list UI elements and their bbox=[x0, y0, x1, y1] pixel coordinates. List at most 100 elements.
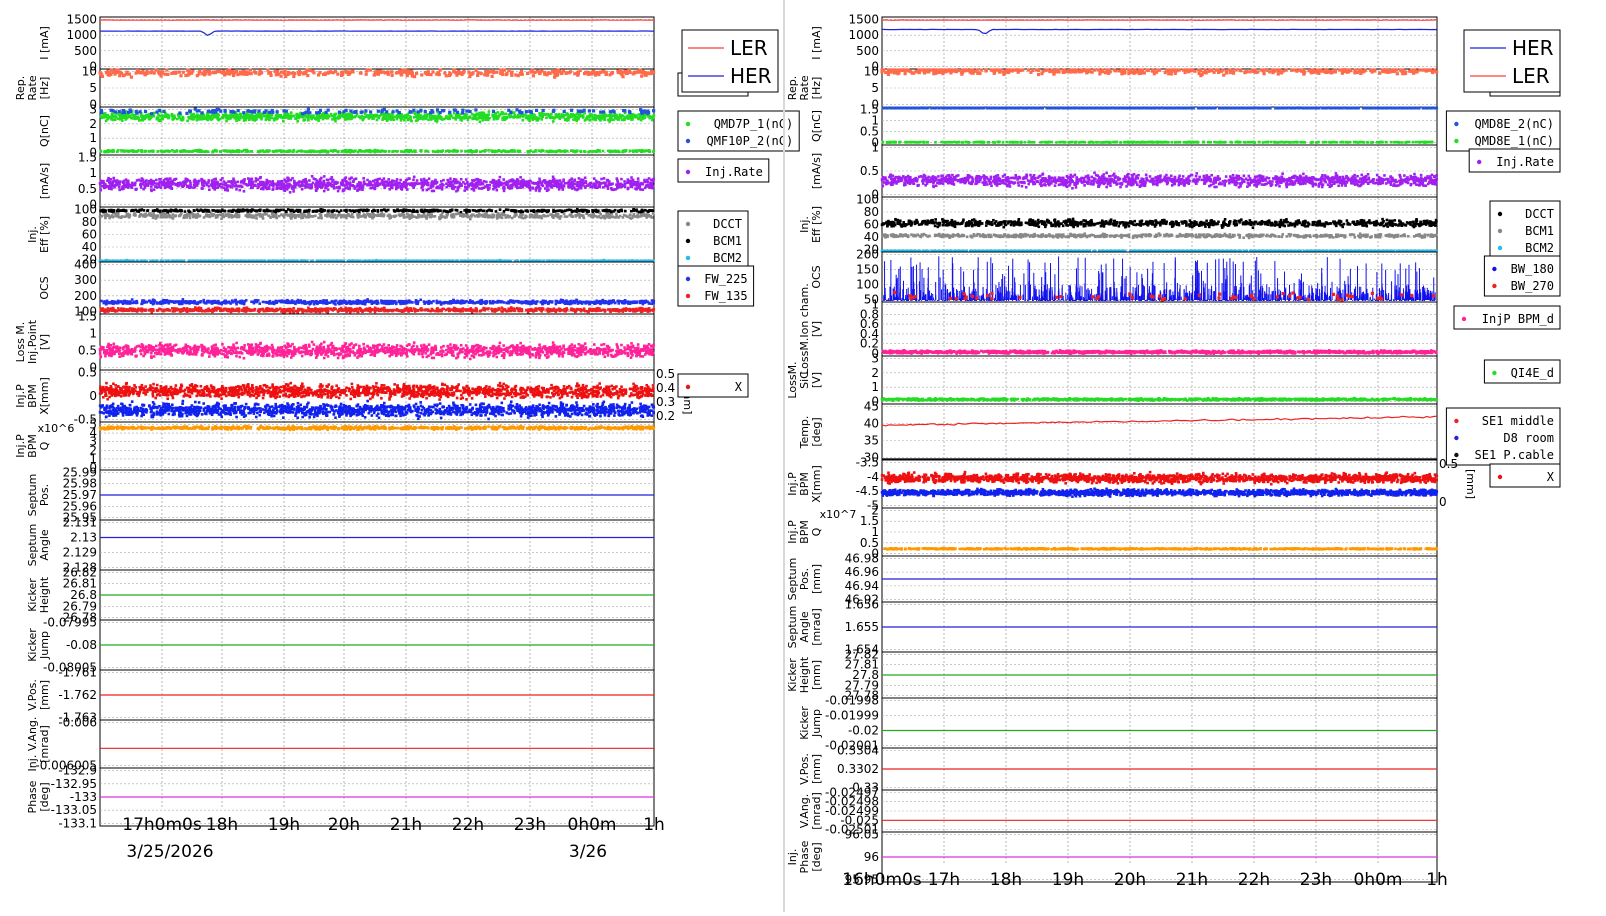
data-point bbox=[531, 186, 534, 189]
data-point bbox=[494, 150, 497, 153]
data-point bbox=[652, 179, 655, 182]
data-point bbox=[186, 120, 189, 123]
data-point bbox=[617, 183, 620, 186]
data-point bbox=[307, 108, 310, 111]
data-point bbox=[406, 188, 409, 191]
data-point bbox=[233, 185, 236, 188]
data-point bbox=[150, 112, 153, 115]
data-point bbox=[305, 185, 308, 188]
data-point bbox=[322, 184, 325, 187]
data-point bbox=[207, 150, 210, 153]
data-point bbox=[350, 115, 353, 118]
data-point bbox=[122, 187, 125, 190]
data-point bbox=[617, 150, 620, 153]
data-point bbox=[629, 71, 632, 74]
legend-marker bbox=[686, 122, 690, 126]
data-point bbox=[222, 183, 225, 186]
data-point bbox=[236, 185, 239, 188]
data-point bbox=[532, 151, 535, 154]
data-point bbox=[200, 118, 203, 121]
y-tick-label: 1 bbox=[89, 166, 97, 180]
data-point bbox=[406, 113, 409, 116]
data-point bbox=[342, 115, 345, 118]
data-point bbox=[400, 73, 403, 76]
data-point bbox=[242, 111, 245, 114]
data-point bbox=[166, 177, 169, 180]
data-point bbox=[646, 181, 649, 184]
data-point bbox=[423, 178, 426, 181]
data-point bbox=[535, 116, 538, 119]
data-point bbox=[322, 73, 325, 76]
data-point bbox=[166, 182, 169, 185]
data-point bbox=[123, 149, 126, 152]
subplot-3: 00.511.5[mA/s]Inj.Rate bbox=[38, 150, 769, 211]
data-point bbox=[380, 110, 383, 113]
data-point bbox=[290, 112, 293, 115]
data-point bbox=[285, 110, 288, 113]
data-point bbox=[483, 150, 486, 153]
data-point bbox=[474, 186, 477, 189]
data-point bbox=[333, 182, 336, 185]
data-point bbox=[468, 110, 471, 113]
data-point bbox=[257, 187, 260, 190]
data-point bbox=[237, 109, 240, 112]
data-point bbox=[327, 150, 330, 153]
data-point bbox=[108, 71, 111, 74]
subplot-1: 0510Rep.Rate[Hz]Ave. bbox=[14, 64, 748, 111]
data-point bbox=[149, 182, 152, 185]
data-point bbox=[593, 72, 596, 75]
data-point bbox=[342, 190, 345, 193]
data-point bbox=[586, 184, 589, 187]
data-point bbox=[283, 183, 286, 186]
data-point bbox=[259, 150, 262, 153]
data-point bbox=[488, 110, 491, 113]
data-point bbox=[596, 181, 599, 184]
data-point bbox=[448, 181, 451, 184]
data-point bbox=[104, 112, 107, 115]
subplot-2: 0123Q[nC]QMD7P_1(nC)QMF10P_2(nC) bbox=[38, 102, 799, 159]
data-point bbox=[503, 186, 506, 189]
data-point bbox=[504, 150, 507, 153]
data-point bbox=[574, 118, 577, 121]
data-point bbox=[633, 213, 636, 216]
series-0 bbox=[100, 20, 654, 21]
data-point bbox=[521, 179, 524, 182]
data-point bbox=[249, 178, 252, 181]
data-point bbox=[187, 185, 190, 188]
data-point bbox=[281, 117, 284, 120]
data-point bbox=[599, 111, 602, 114]
data-point bbox=[457, 189, 460, 192]
data-point bbox=[509, 111, 512, 114]
data-point bbox=[311, 175, 314, 178]
y-tick-label: 10 bbox=[82, 64, 97, 78]
data-point bbox=[528, 186, 531, 189]
data-point bbox=[393, 183, 396, 186]
data-point bbox=[540, 183, 543, 186]
data-point bbox=[512, 180, 515, 183]
data-point bbox=[413, 176, 416, 179]
data-point bbox=[430, 115, 433, 118]
data-point bbox=[297, 113, 300, 116]
data-point bbox=[412, 186, 415, 189]
data-point bbox=[555, 115, 558, 118]
data-point bbox=[334, 149, 337, 152]
data-point bbox=[520, 111, 523, 114]
data-point bbox=[542, 113, 545, 116]
data-point bbox=[388, 150, 391, 153]
data-point bbox=[113, 186, 116, 189]
y-tick-label: 40 bbox=[82, 240, 97, 254]
data-point bbox=[416, 179, 419, 182]
data-point bbox=[566, 182, 569, 185]
data-point bbox=[349, 178, 352, 181]
data-point bbox=[610, 72, 613, 75]
series-0 bbox=[99, 68, 656, 78]
data-point bbox=[648, 150, 651, 153]
data-point bbox=[192, 150, 195, 153]
data-point bbox=[596, 115, 599, 118]
data-point bbox=[511, 217, 514, 220]
data-point bbox=[255, 177, 258, 180]
data-point bbox=[395, 180, 398, 183]
data-point bbox=[386, 180, 389, 183]
data-point bbox=[192, 186, 195, 189]
data-point bbox=[576, 189, 579, 192]
